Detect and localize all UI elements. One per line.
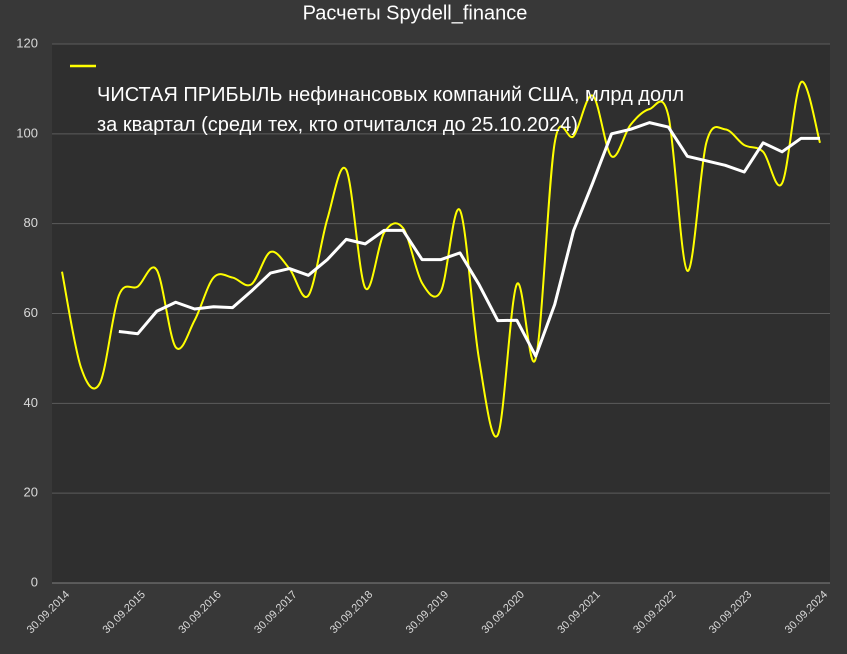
line-series (61, 81, 821, 438)
y-tick-label: 100 (16, 125, 38, 140)
y-tick-label: 20 (24, 485, 38, 500)
line-series (118, 121, 820, 358)
y-tick-label: 60 (24, 305, 38, 320)
y-tick-label: 0 (31, 574, 38, 589)
legend: ЧИСТАЯ ПРИБЫЛЬ нефинансовых компаний США… (97, 50, 684, 170)
chart-title: Расчеты Spydell_finance (303, 2, 528, 24)
y-tick-label: 120 (16, 35, 38, 50)
y-tick-label: 40 (24, 395, 38, 410)
y-tick-label: 80 (24, 215, 38, 230)
legend-entry: ЧИСТАЯ ПРИБЫЛЬ нефинансовых компаний США… (97, 84, 684, 136)
